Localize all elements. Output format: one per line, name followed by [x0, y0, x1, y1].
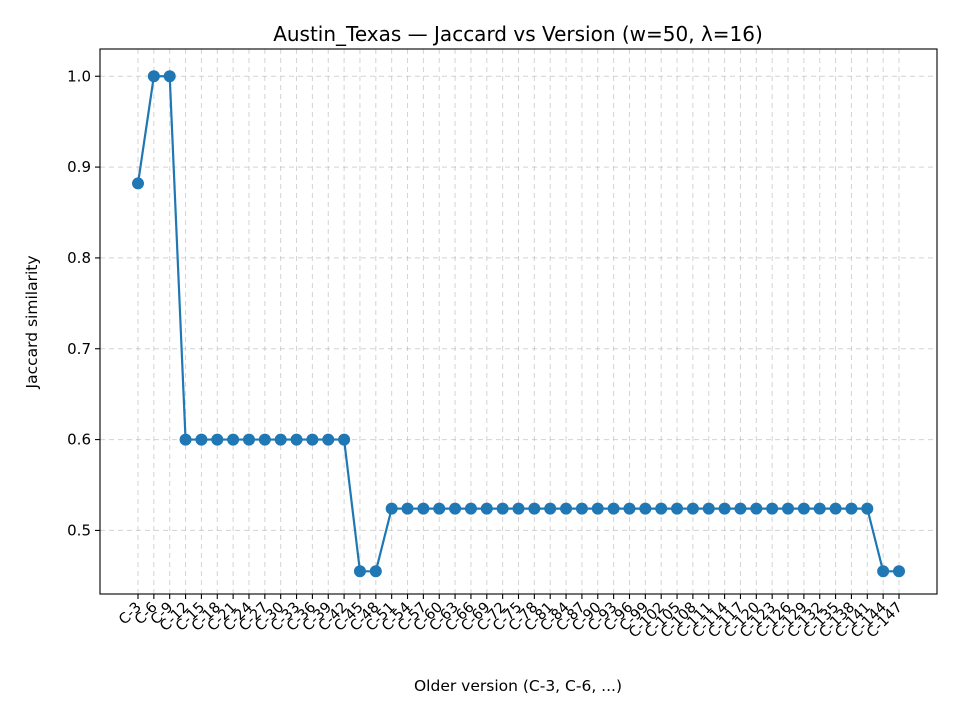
data-point [750, 502, 763, 515]
data-point [322, 433, 335, 446]
data-point [591, 502, 604, 515]
data-point [686, 502, 699, 515]
data-point [877, 565, 890, 578]
data-point [702, 502, 715, 515]
data-point [132, 177, 144, 190]
data-point [639, 502, 652, 515]
data-point [147, 70, 160, 83]
data-point [258, 433, 271, 446]
data-point [195, 433, 208, 446]
data-point [290, 433, 303, 446]
data-point [274, 433, 287, 446]
y-tick-label: 0.7 [67, 340, 91, 358]
x-axis-ticks: C-3C-6C-9C-12C-15C-18C-21C-24C-27C-30C-3… [116, 594, 906, 641]
data-point [718, 502, 731, 515]
chart-title: Austin_Texas — Jaccard vs Version (w=50,… [273, 22, 763, 46]
data-point [242, 433, 255, 446]
data-point [496, 502, 509, 515]
y-tick-label: 0.6 [67, 431, 91, 449]
data-point [797, 502, 810, 515]
data-point [845, 502, 858, 515]
data-point [813, 502, 826, 515]
data-point [338, 433, 351, 446]
y-tick-label: 0.5 [67, 521, 91, 539]
data-point [655, 502, 668, 515]
data-point [227, 433, 240, 446]
y-tick-label: 0.9 [67, 158, 91, 176]
data-point [607, 502, 620, 515]
data-point [782, 502, 795, 515]
y-axis-ticks: 0.5 0.6 0.7 0.8 0.9 1.0 [67, 67, 100, 539]
data-point [211, 433, 224, 446]
data-point [893, 565, 905, 578]
data-point [179, 433, 192, 446]
data-point [480, 502, 493, 515]
data-point [560, 502, 573, 515]
data-point [861, 502, 874, 515]
data-point [401, 502, 414, 515]
data-point [734, 502, 747, 515]
data-point [671, 502, 684, 515]
data-point [353, 565, 366, 578]
data-point [433, 502, 446, 515]
data-point [528, 502, 541, 515]
y-axis-label: Jaccard similarity [23, 256, 41, 390]
data-point [575, 502, 588, 515]
x-axis-label: Older version (C-3, C-6, ...) [414, 677, 622, 695]
data-point [449, 502, 462, 515]
data-point [306, 433, 319, 446]
data-point [385, 502, 398, 515]
data-point [766, 502, 779, 515]
data-point [544, 502, 557, 515]
data-point [623, 502, 636, 515]
points-layer [132, 70, 905, 578]
data-point [829, 502, 842, 515]
data-point [417, 502, 430, 515]
data-point [369, 565, 382, 578]
data-point [464, 502, 477, 515]
y-tick-label: 1.0 [67, 67, 91, 85]
y-tick-label: 0.8 [67, 249, 91, 267]
data-point [163, 70, 176, 83]
data-point [512, 502, 525, 515]
